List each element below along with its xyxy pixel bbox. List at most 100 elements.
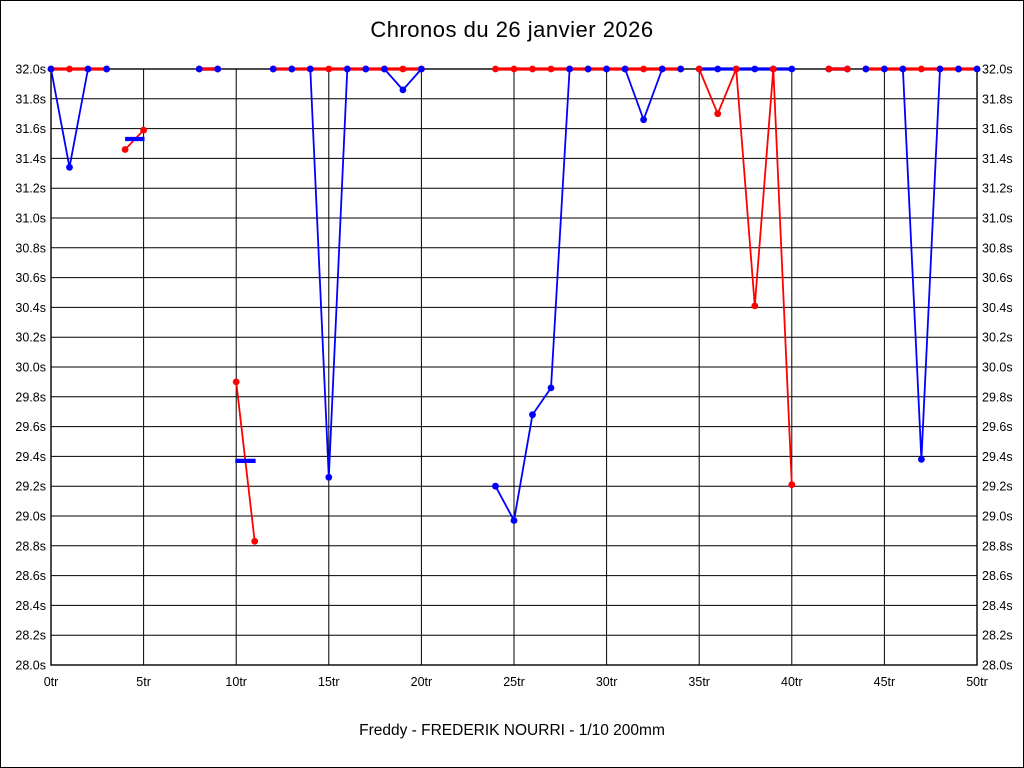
- y-axis-label-left: 28.2s: [15, 629, 46, 643]
- blue-series-data-point: [918, 456, 925, 463]
- x-axis-label: 10tr: [225, 675, 247, 689]
- blue-series-data-point: [381, 65, 388, 73]
- y-axis-label-left: 28.4s: [15, 599, 46, 613]
- blue-series-data-point: [658, 65, 666, 73]
- x-axis-label: 45tr: [874, 675, 896, 689]
- blue-series-data-point: [881, 65, 888, 73]
- blue-series-data-point: [751, 65, 759, 73]
- y-axis-label-right: 31.0s: [982, 212, 1013, 226]
- y-axis-label-left: 29.8s: [15, 390, 46, 404]
- x-axis-label: 40tr: [781, 675, 803, 689]
- x-axis-label: 30tr: [596, 675, 618, 689]
- blue-series-data-point: [306, 65, 314, 73]
- y-axis-label-right: 30.0s: [982, 361, 1013, 375]
- blue-series-line: [272, 68, 423, 479]
- red-series-data-point: [695, 65, 703, 73]
- red-series-data-point: [714, 110, 722, 118]
- red-series-data-point: [640, 65, 647, 73]
- y-axis-label-left: 31.6s: [15, 122, 46, 136]
- blue-series-data-point: [66, 163, 73, 171]
- blue-series-data-point: [621, 65, 629, 73]
- y-axis-label-right: 31.4s: [982, 152, 1013, 166]
- red-series-data-point: [769, 65, 777, 73]
- red-series-data-point: [547, 65, 555, 73]
- red-series-data-point: [732, 65, 740, 73]
- blue-series-line: [494, 68, 682, 522]
- blue-series-data-point: [547, 384, 555, 392]
- blue-series-data-point: [603, 65, 610, 73]
- y-axis-label-right: 31.8s: [982, 92, 1013, 106]
- x-axis-label: 5tr: [136, 675, 151, 689]
- y-axis-label-right: 28.2s: [982, 629, 1013, 643]
- blue-series-data-point: [566, 65, 573, 73]
- y-axis-label-right: 29.2s: [982, 480, 1013, 494]
- blue-series-data-point: [640, 116, 647, 124]
- y-axis-label-right: 29.0s: [982, 510, 1013, 524]
- blue-series-data-point: [47, 65, 55, 73]
- blue-series-data-point: [584, 65, 592, 73]
- y-axis-label-right: 28.6s: [982, 569, 1013, 583]
- red-series-data-point: [399, 65, 407, 73]
- y-axis-label-right: 31.2s: [982, 182, 1013, 196]
- y-axis-label-left: 28.6s: [15, 569, 46, 583]
- x-axis-label: 35tr: [688, 675, 710, 689]
- blue-series-data-point: [973, 65, 981, 73]
- y-axis-label-right: 30.4s: [982, 301, 1013, 315]
- y-axis-label-left: 28.8s: [15, 539, 46, 553]
- blue-series-data-point: [510, 517, 518, 524]
- blue-series-data-point: [936, 65, 944, 73]
- y-axis-label-left: 29.0s: [15, 510, 46, 524]
- blue-series-data-point: [399, 86, 407, 94]
- x-axis-label: 15tr: [318, 675, 340, 689]
- y-axis-label-right: 29.6s: [982, 420, 1013, 434]
- y-axis-label-right: 28.8s: [982, 539, 1013, 553]
- y-axis-label-left: 31.2s: [15, 182, 46, 196]
- red-series-data-point: [121, 146, 129, 153]
- red-series-data-point: [529, 65, 536, 73]
- red-series-data-point: [232, 378, 240, 386]
- y-axis-label-right: 28.4s: [982, 599, 1013, 613]
- red-series-data-point: [66, 65, 73, 73]
- x-axis-label: 0tr: [44, 675, 59, 689]
- red-series-data-point: [751, 302, 759, 310]
- blue-series-data-point: [362, 65, 370, 73]
- red-series-data-point: [140, 126, 148, 134]
- red-series-data-point: [325, 65, 333, 73]
- blue-series-data-point: [343, 65, 351, 73]
- blue-series-data-point: [788, 65, 796, 73]
- y-axis-label-right: 32.0s: [982, 63, 1013, 77]
- y-axis-label-right: 29.4s: [982, 450, 1013, 464]
- y-axis-label-left: 31.0s: [15, 212, 46, 226]
- red-series-data-point: [788, 481, 796, 489]
- y-axis-label-left: 30.2s: [15, 331, 46, 345]
- y-axis-label-right: 30.2s: [982, 331, 1013, 345]
- y-axis-label-left: 30.0s: [15, 361, 46, 375]
- chart-footer: Freddy - FREDERIK NOURRI - 1/10 200mm: [359, 722, 665, 739]
- blue-series-data-point: [214, 65, 222, 73]
- blue-series-data-point: [899, 65, 907, 73]
- y-axis-label-left: 30.4s: [15, 301, 46, 315]
- y-axis-label-right: 28.0s: [982, 659, 1013, 673]
- red-series-data-point: [844, 65, 851, 73]
- x-axis-label: 25tr: [503, 675, 525, 689]
- y-axis-label-left: 29.4s: [15, 450, 46, 464]
- blue-series-data-point: [269, 65, 277, 73]
- blue-series-data-point: [288, 65, 296, 73]
- chart-title: Chronos du 26 janvier 2026: [370, 17, 654, 42]
- y-axis-label-right: 30.6s: [982, 271, 1013, 285]
- blue-series-line: [865, 68, 978, 461]
- x-axis-label: 50tr: [966, 675, 988, 689]
- y-axis-label-right: 31.6s: [982, 122, 1013, 136]
- red-series-data-point: [918, 65, 925, 73]
- y-axis-label-left: 30.8s: [15, 241, 46, 255]
- blue-series-data-point: [714, 65, 722, 73]
- blue-series-data-point: [529, 411, 536, 419]
- x-axis-label: 20tr: [411, 675, 433, 689]
- blue-series-data-point: [492, 482, 499, 490]
- y-axis-label-left: 31.4s: [15, 152, 46, 166]
- blue-series-data-point: [103, 65, 110, 73]
- blue-series-data-point: [325, 473, 333, 481]
- y-axis-label-left: 29.2s: [15, 480, 46, 494]
